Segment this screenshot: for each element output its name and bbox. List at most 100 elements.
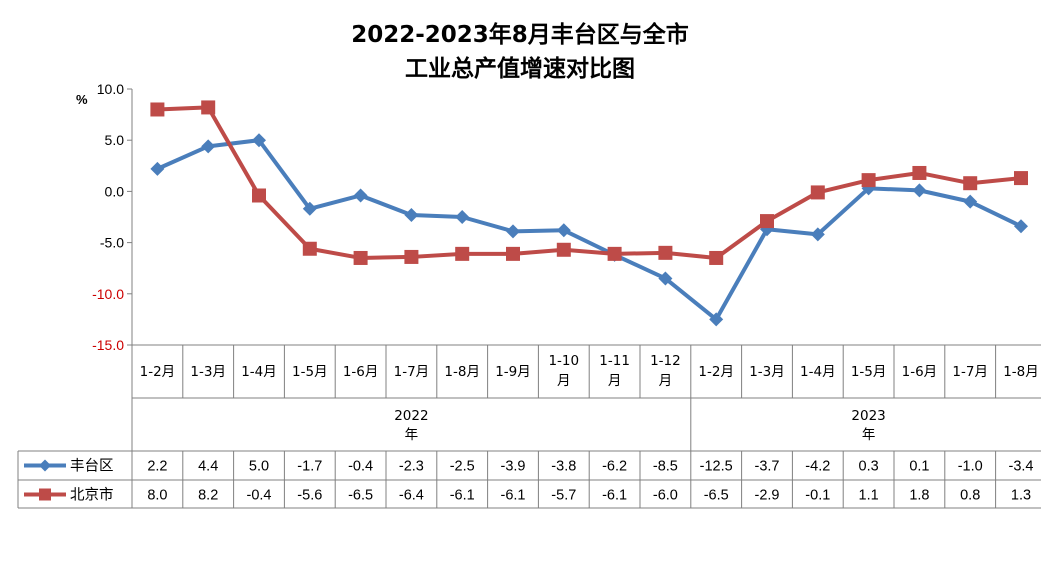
data-point-diamond: [455, 210, 470, 224]
table-cell-value: 0.1: [909, 459, 929, 475]
table-cell-value: -6.1: [501, 488, 526, 504]
data-point-square: [506, 246, 520, 261]
x-category-label: 1-4月: [800, 364, 836, 380]
x-category-label: 1-11: [599, 353, 630, 369]
data-point-diamond: [252, 133, 266, 148]
legend-series-label: 丰台区: [70, 458, 114, 475]
x-category-label: 1-10: [548, 353, 579, 369]
table-cell-value: -3.7: [755, 459, 780, 475]
data-point-square: [1014, 171, 1028, 186]
data-point-square: [201, 100, 216, 115]
data-point-diamond: [1014, 219, 1028, 234]
table-cell-value: -1.0: [958, 459, 983, 475]
year-group-label: 年: [862, 427, 876, 443]
x-category-label: 1-5月: [292, 364, 328, 380]
data-point-square: [252, 188, 266, 203]
x-category-label: 月: [608, 373, 622, 389]
table-cell-value: -3.9: [501, 459, 526, 475]
table-cell-value: -6.4: [399, 488, 424, 504]
table-cell-value: 2.2: [147, 459, 167, 475]
y-tick-label: 5.0: [105, 132, 125, 148]
data-point-diamond: [506, 224, 520, 239]
y-tick-label: 0.0: [105, 183, 125, 199]
x-category-label: 1-6月: [343, 364, 379, 380]
data-point-diamond: [709, 312, 724, 327]
table-cell-value: 1.1: [859, 488, 879, 504]
table-cell-value: 5.0: [249, 459, 269, 475]
y-axis-unit-label: %: [76, 92, 88, 107]
x-category-label: 1-9月: [495, 364, 531, 380]
data-point-square: [810, 185, 825, 200]
table-cell-value: -6.5: [704, 488, 729, 504]
y-tick-label: -5.0: [100, 235, 124, 251]
table-cell-value: -6.1: [602, 488, 627, 504]
table-cell-value: 1.8: [909, 488, 929, 504]
table-cell-value: -2.9: [755, 488, 780, 504]
table-cell-value: -6.1: [450, 488, 475, 504]
table-cell-value: -3.4: [1009, 459, 1034, 475]
table-cell-value: 8.2: [198, 488, 218, 504]
table-cell-value: -0.4: [348, 459, 373, 475]
x-category-label: 1-2月: [140, 364, 176, 380]
table-cell-value: -2.3: [399, 459, 424, 475]
table-cell-value: -6.0: [653, 488, 678, 504]
x-category-label: 1-3月: [190, 364, 226, 380]
data-point-diamond: [404, 207, 419, 222]
data-point-square: [861, 173, 876, 188]
data-point-square: [760, 214, 774, 229]
x-category-label: 1-7月: [394, 364, 430, 380]
year-group-label: 2022: [394, 408, 428, 424]
legend-square-marker: [39, 488, 51, 501]
table-cell-value: -8.5: [653, 459, 678, 475]
data-point-square: [455, 246, 470, 261]
data-point-diamond: [150, 161, 165, 176]
data-point-square: [912, 165, 927, 180]
data-point-square: [963, 176, 978, 191]
table-cell-value: -0.1: [805, 488, 830, 504]
x-category-label: 1-8月: [1003, 364, 1039, 380]
y-tick-label: -10.0: [92, 286, 124, 302]
table-cell-value: -4.2: [805, 459, 830, 475]
data-point-square: [302, 241, 317, 256]
data-point-diamond: [912, 183, 927, 198]
x-category-label: 月: [557, 373, 571, 389]
data-point-diamond: [353, 188, 368, 203]
x-category-label: 1-7月: [952, 364, 988, 380]
table-cell-value: -6.5: [348, 488, 373, 504]
x-category-label: 1-3月: [749, 364, 785, 380]
y-axis: 10.0 5.0 0.0 -5.0 -10.0 -15.0: [92, 81, 133, 480]
table-cell-value: 4.4: [198, 459, 218, 475]
table-cell-value: 1.3: [1011, 488, 1031, 504]
legend-series-label: 北京市: [70, 487, 114, 504]
data-point-diamond: [963, 194, 978, 209]
data-table: 2022 年 2023 年 1-2月 1-3月 1-4月 1-5月 1-6月 1-7月 1-8月 1-…: [17, 344, 1041, 509]
chart-title-line-1: 2022-2023年8月丰台区与全市: [351, 21, 689, 48]
chart-title-line-2: 工业总产值增速对比图: [405, 55, 635, 82]
year-group-label: 2023: [851, 408, 885, 424]
legend-diamond-marker: [39, 459, 51, 472]
data-point-square: [404, 249, 419, 264]
data-point-diamond: [302, 201, 317, 216]
table-cell-value: -0.4: [247, 488, 272, 504]
table-cell-value: -1.7: [297, 459, 322, 475]
data-point-diamond: [658, 271, 673, 286]
table-cell-value: -2.5: [450, 459, 475, 475]
series-line: [156, 138, 1022, 322]
table-cell-value: 8.0: [147, 488, 167, 504]
series-line: [157, 105, 1022, 260]
data-point-square: [709, 250, 724, 265]
data-point-square: [607, 246, 622, 261]
x-category-label: 1-12: [650, 353, 681, 369]
x-category-label: 1-6月: [902, 364, 938, 380]
table-cell-value: -5.6: [297, 488, 322, 504]
table-cell-value: -5.7: [551, 488, 576, 504]
data-point-diamond: [810, 227, 825, 242]
plot-area: [150, 100, 1028, 327]
y-tick-label: -15.0: [92, 337, 124, 353]
table-cell-value: 0.8: [960, 488, 980, 504]
x-category-label: 1-4月: [241, 364, 277, 380]
data-point-square: [556, 242, 571, 257]
chart-title: 2022-2023年8月丰台区与全市 工业总产值增速对比图: [351, 21, 689, 82]
data-point-diamond: [201, 139, 216, 154]
table-cell-value: -12.5: [700, 459, 733, 475]
